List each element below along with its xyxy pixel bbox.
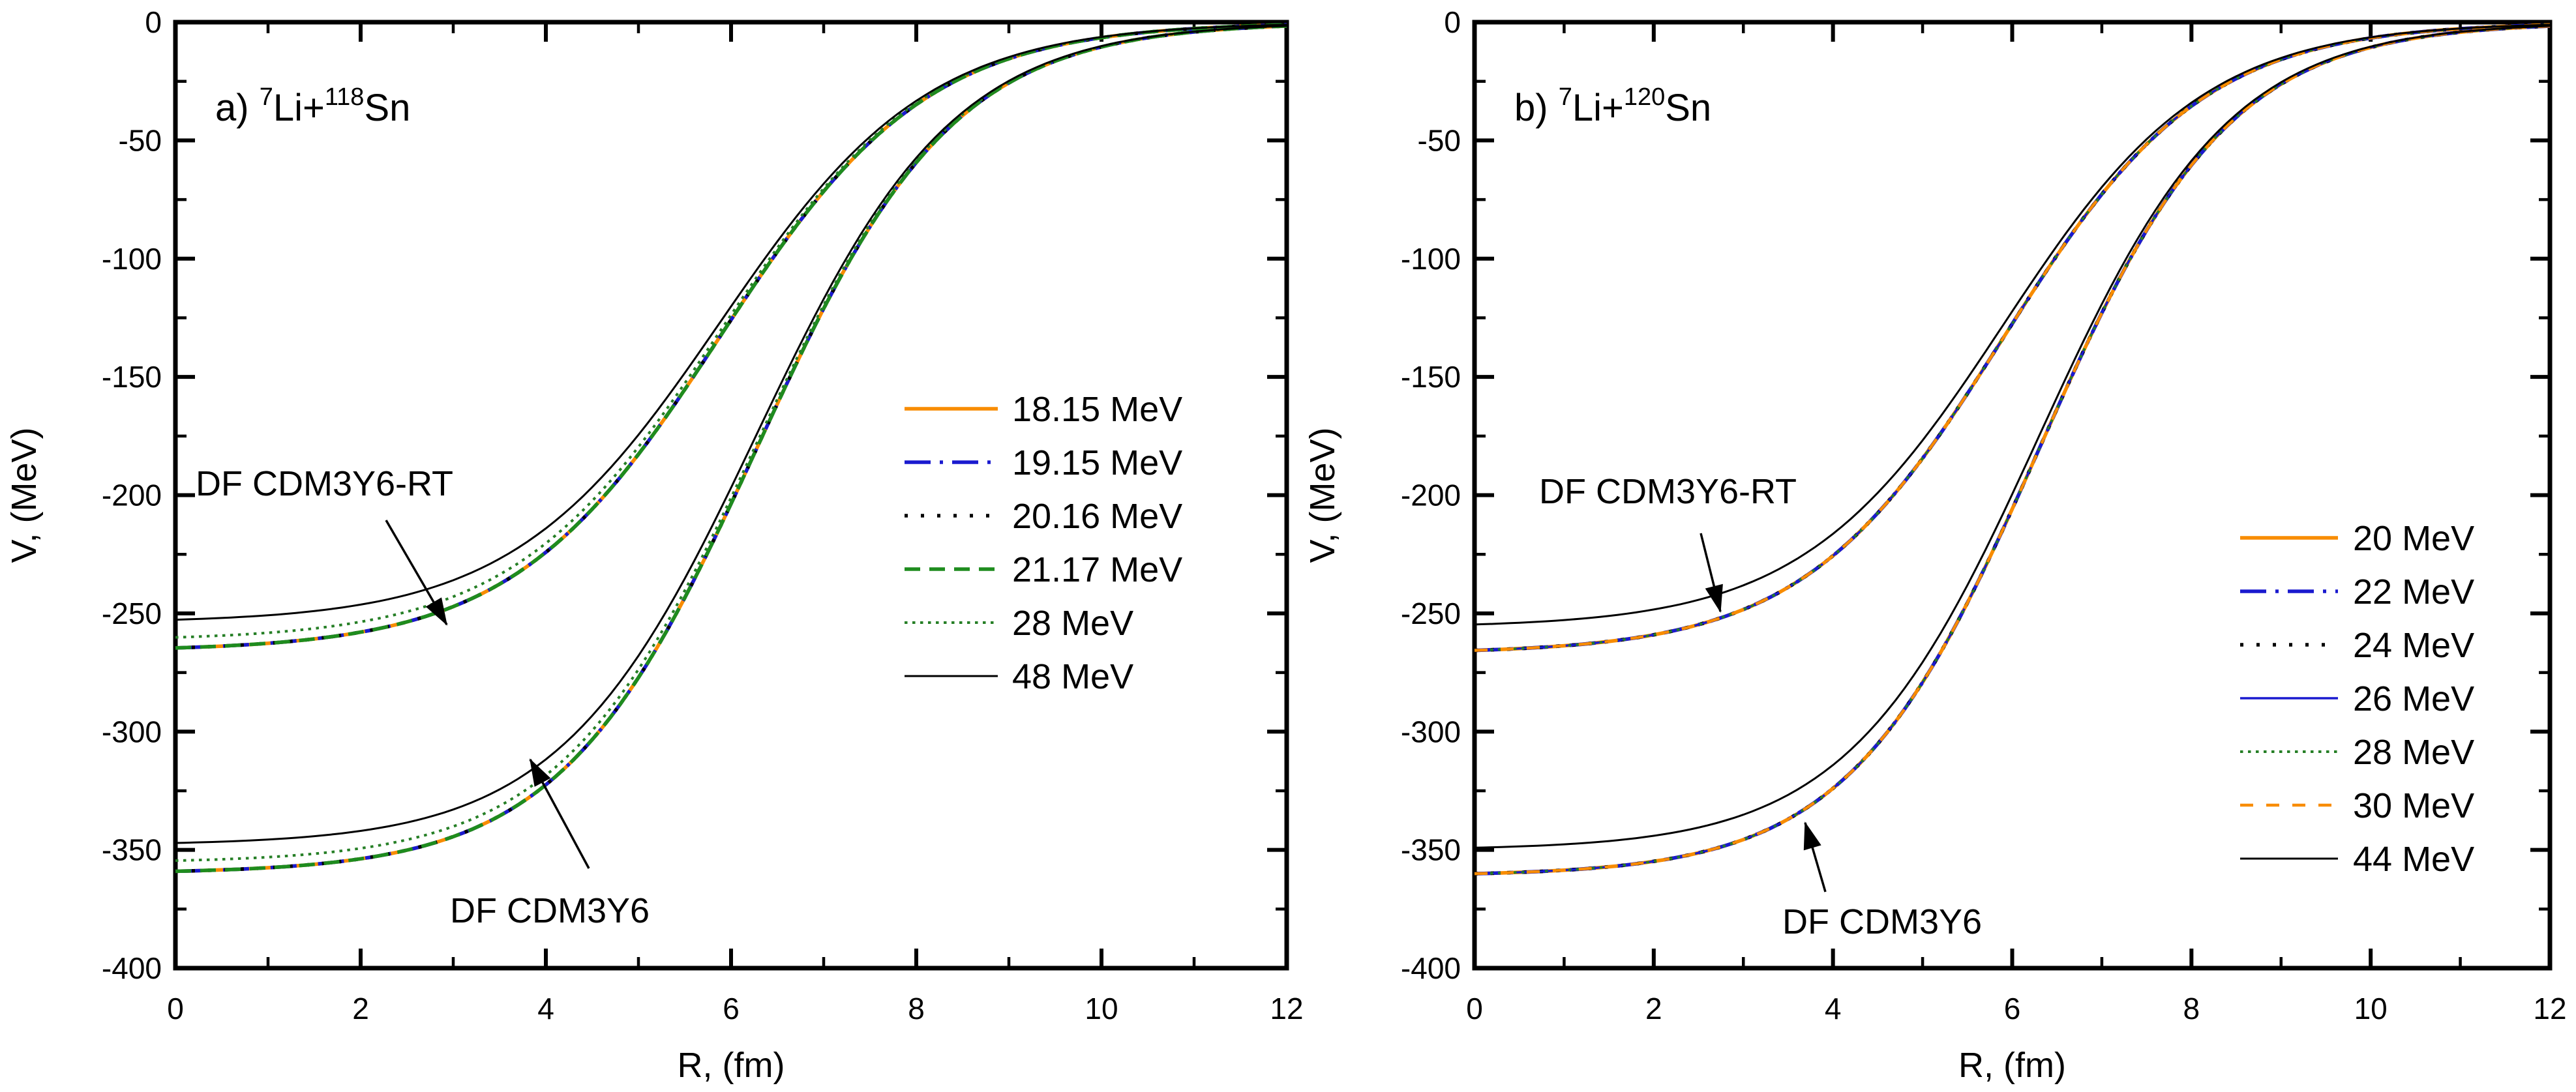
- y-tick-label: -250: [102, 597, 162, 630]
- y-tick-label: -400: [102, 951, 162, 985]
- y-tick-label: -200: [1401, 479, 1461, 512]
- x-tick-label: 8: [908, 992, 925, 1026]
- annotation-arrow: [529, 758, 590, 869]
- x-tick-label: 4: [537, 992, 554, 1026]
- y-tick-label: -100: [1401, 242, 1461, 276]
- x-tick-label: 2: [352, 992, 369, 1026]
- annotation-arrow: [1700, 533, 1723, 613]
- y-tick-label: -100: [102, 242, 162, 276]
- legend-label: 20.16 MeV: [1012, 497, 1182, 536]
- panel-a-annotation-cdm3y6: DF CDM3Y6: [450, 891, 650, 930]
- curve-rt_28-28-mev: [175, 23, 1287, 639]
- panel-b-title: b) 7Li+120Sn: [1514, 83, 1711, 129]
- panel-b-annotation-arrows: [1700, 533, 1827, 893]
- y-tick-label: -300: [102, 715, 162, 748]
- legend-label: 24 MeV: [2353, 626, 2474, 665]
- x-tick-label: 6: [2004, 992, 2021, 1026]
- panel-b-y-axis-label: V, (MeV): [1303, 427, 1342, 563]
- curve-rt_48-48-mev: [175, 23, 1287, 621]
- annotation-arrow: [1803, 821, 1827, 893]
- x-tick-label: 8: [2183, 992, 2200, 1026]
- legend-label: 26 MeV: [2353, 679, 2474, 718]
- panel-b-annotation-cdm3y6: DF CDM3Y6: [1782, 902, 1982, 941]
- y-tick-label: -350: [1401, 833, 1461, 867]
- legend-label: 48 MeV: [1012, 657, 1133, 696]
- x-tick-label: 0: [1466, 992, 1483, 1026]
- y-tick-label: -50: [1418, 123, 1461, 157]
- legend-label: 22 MeV: [2353, 572, 2474, 612]
- curve-rt_44-44-mev: [1474, 23, 2551, 626]
- curve-rt_bundle-28-mev: [1474, 23, 2551, 652]
- x-tick-label: 12: [1270, 992, 1303, 1026]
- panel-a-legend: 18.15 MeV 19.15 MeV 20.16 MeV 21.17 MeV 28 M…: [905, 390, 1182, 696]
- panel-b-axes: 0 2 4 6 8 10 12 0 -50 -100 -150 -200 -250 -300 -350 -40…: [1401, 5, 2567, 1026]
- panel-b-curves: [1474, 23, 2551, 876]
- legend-label: 28 MeV: [1012, 604, 1133, 643]
- panel-b: 0 2 4 6 8 10 12 0 -50 -100 -150 -200 -250 -300 -350 -40…: [1303, 5, 2567, 1085]
- legend-label: 21.17 MeV: [1012, 550, 1182, 589]
- panel-a-curves: [175, 23, 1287, 874]
- x-tick-label: 0: [167, 992, 184, 1026]
- x-tick-label: 4: [1825, 992, 1842, 1026]
- panel-a-annotation-arrows: [385, 520, 590, 869]
- y-tick-label: -150: [102, 360, 162, 394]
- curve-df_44-44-mev: [1474, 25, 2551, 849]
- panel-a-x-axis-label: R, (fm): [678, 1046, 785, 1085]
- x-tick-label: 10: [1085, 992, 1118, 1026]
- legend-label: 30 MeV: [2353, 786, 2474, 825]
- y-tick-label: -250: [1401, 597, 1461, 630]
- curve-df_48-48-mev: [175, 25, 1287, 844]
- legend-label: 18.15 MeV: [1012, 390, 1182, 429]
- curve-df_bundle-30-mev: [1474, 24, 2551, 876]
- y-tick-label: -200: [102, 479, 162, 512]
- y-tick-label: -400: [1401, 951, 1461, 985]
- panel-a: 0 2 4 6 8 10 12 0 -50 -100 -150 -200 -250 -300 -350 -40…: [5, 5, 1304, 1085]
- x-tick-label: 6: [723, 992, 740, 1026]
- y-tick-label: -50: [119, 123, 162, 157]
- annotation-arrow: [385, 520, 448, 626]
- y-tick-label: 0: [1444, 5, 1461, 39]
- curve-rt_bundle-19.15-mev: [175, 23, 1287, 650]
- legend-label: 44 MeV: [2353, 840, 2474, 879]
- panel-b-annotation-cdm3y6-rt: DF CDM3Y6-RT: [1539, 472, 1797, 511]
- x-tick-label: 10: [2354, 992, 2388, 1026]
- legend-label: 19.15 MeV: [1012, 443, 1182, 482]
- panel-a-annotation-cdm3y6-rt: DF CDM3Y6-RT: [196, 464, 453, 503]
- panel-a-y-axis-label: V, (MeV): [5, 427, 44, 563]
- panel-a-title: a) 7Li+118Sn: [215, 83, 410, 129]
- x-tick-label: 12: [2533, 992, 2566, 1026]
- y-tick-label: 0: [145, 5, 162, 39]
- y-tick-label: -350: [102, 833, 162, 867]
- legend-label: 28 MeV: [2353, 733, 2474, 772]
- legend-label: 20 MeV: [2353, 519, 2474, 558]
- panel-a-axes: 0 2 4 6 8 10 12 0 -50 -100 -150 -200 -250 -300 -350 -40…: [102, 5, 1304, 1026]
- panel-b-legend: 20 MeV 22 MeV 24 MeV 26 MeV 28 MeV 30 MeV 44 M…: [2240, 519, 2474, 879]
- y-tick-label: -150: [1401, 360, 1461, 394]
- y-tick-label: -300: [1401, 715, 1461, 748]
- panel-b-x-axis-label: R, (fm): [1958, 1046, 2066, 1085]
- x-tick-label: 2: [1645, 992, 1662, 1026]
